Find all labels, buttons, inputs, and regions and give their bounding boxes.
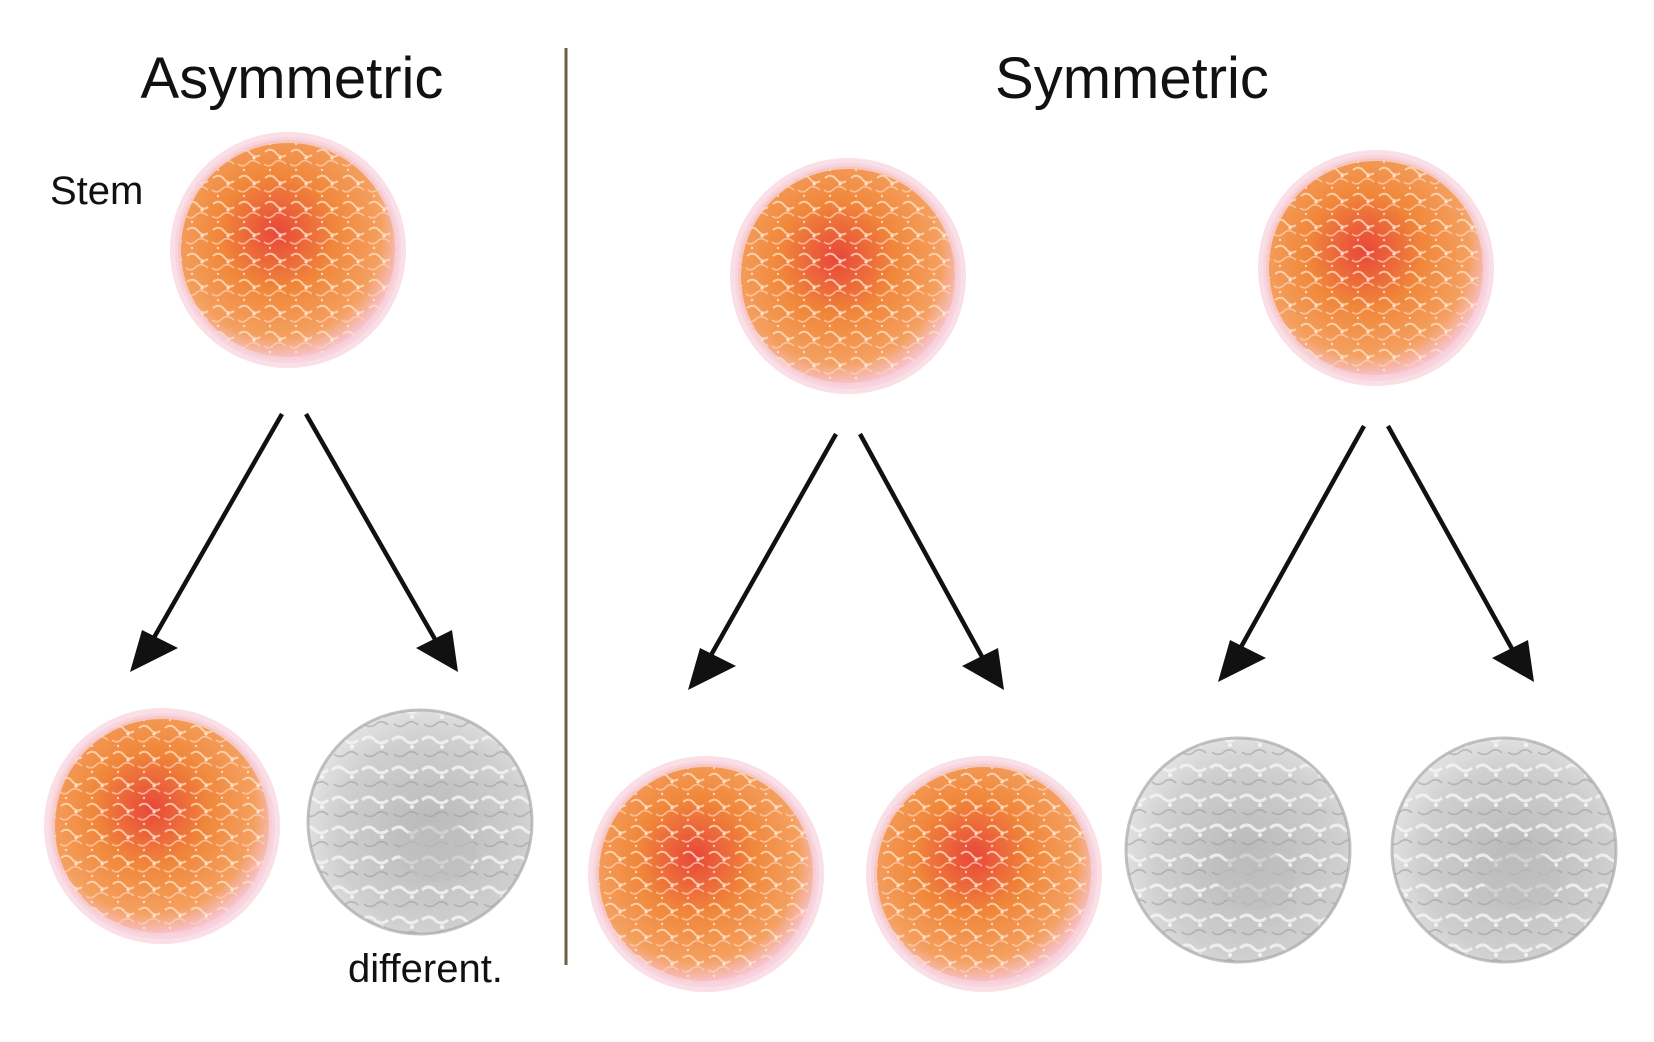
symmetric-parent-stem-cell-2	[1258, 150, 1494, 386]
differentiated-label: different.	[348, 947, 503, 991]
stem-label: Stem	[50, 169, 143, 213]
asymmetric-title: Asymmetric	[141, 46, 444, 111]
symmetric-2-arrow-right	[1386, 424, 1534, 682]
asymmetric-arrow-left	[130, 412, 284, 672]
asymmetric-daughter-stem-cell	[44, 708, 280, 944]
asymmetric-arrow-right	[304, 412, 458, 672]
symmetric-daughter-differentiated-cell-2	[1390, 736, 1618, 964]
asymmetric-daughter-differentiated-cell	[306, 708, 534, 936]
symmetric-1-arrow-left	[688, 432, 838, 690]
symmetric-2-arrow-left	[1218, 424, 1366, 682]
symmetric-daughter-stem-cell-2	[866, 756, 1102, 992]
symmetric-1-arrow-right	[858, 432, 1004, 690]
symmetric-parent-stem-cell-1	[730, 158, 966, 394]
symmetric-daughter-stem-cell-1	[588, 756, 824, 992]
parent-stem-cell	[170, 132, 406, 368]
symmetric-daughter-differentiated-cell-1	[1124, 736, 1352, 964]
symmetric-title: Symmetric	[995, 46, 1269, 111]
